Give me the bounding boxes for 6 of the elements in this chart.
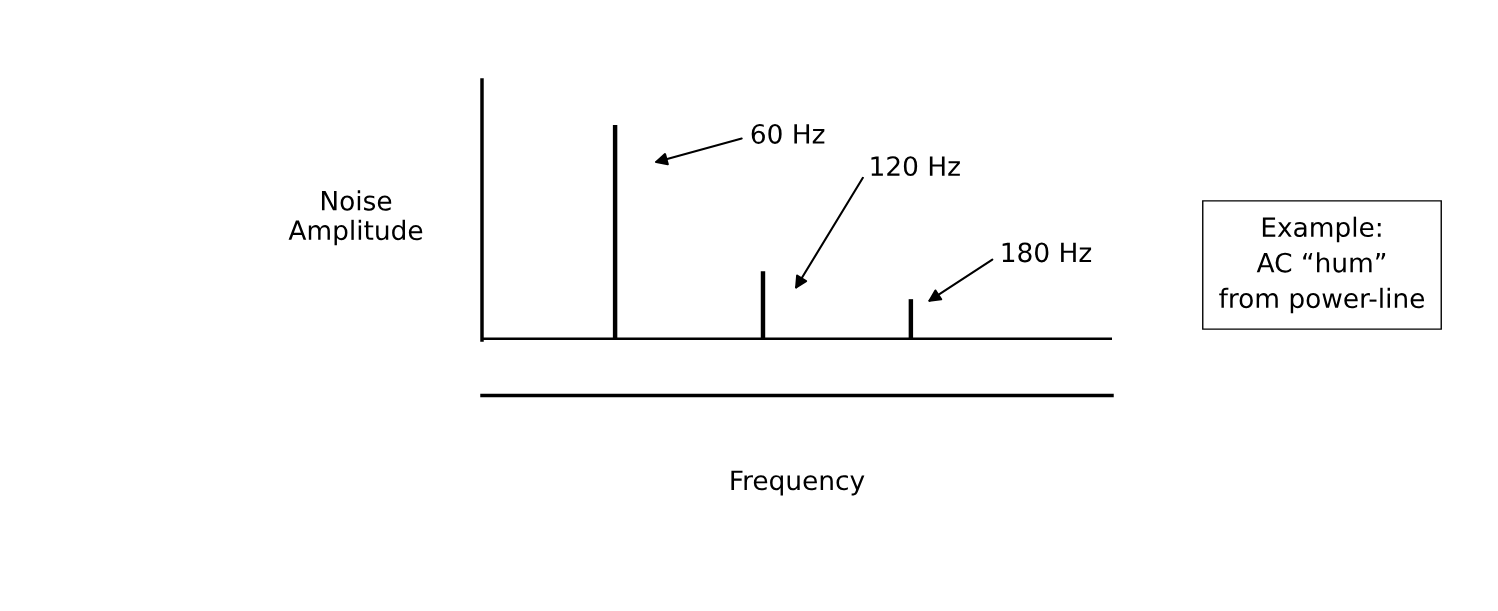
text: Example: AC “hum” from power-line (1219, 216, 1424, 314)
annotation: 60 Hz (751, 123, 825, 144)
text: 180 Hz (1002, 242, 1092, 263)
x-axis-title: Frequency (731, 470, 865, 496)
annotation: 120 Hz (871, 156, 960, 177)
y-axis-title: Noise Amplitude (288, 190, 423, 246)
